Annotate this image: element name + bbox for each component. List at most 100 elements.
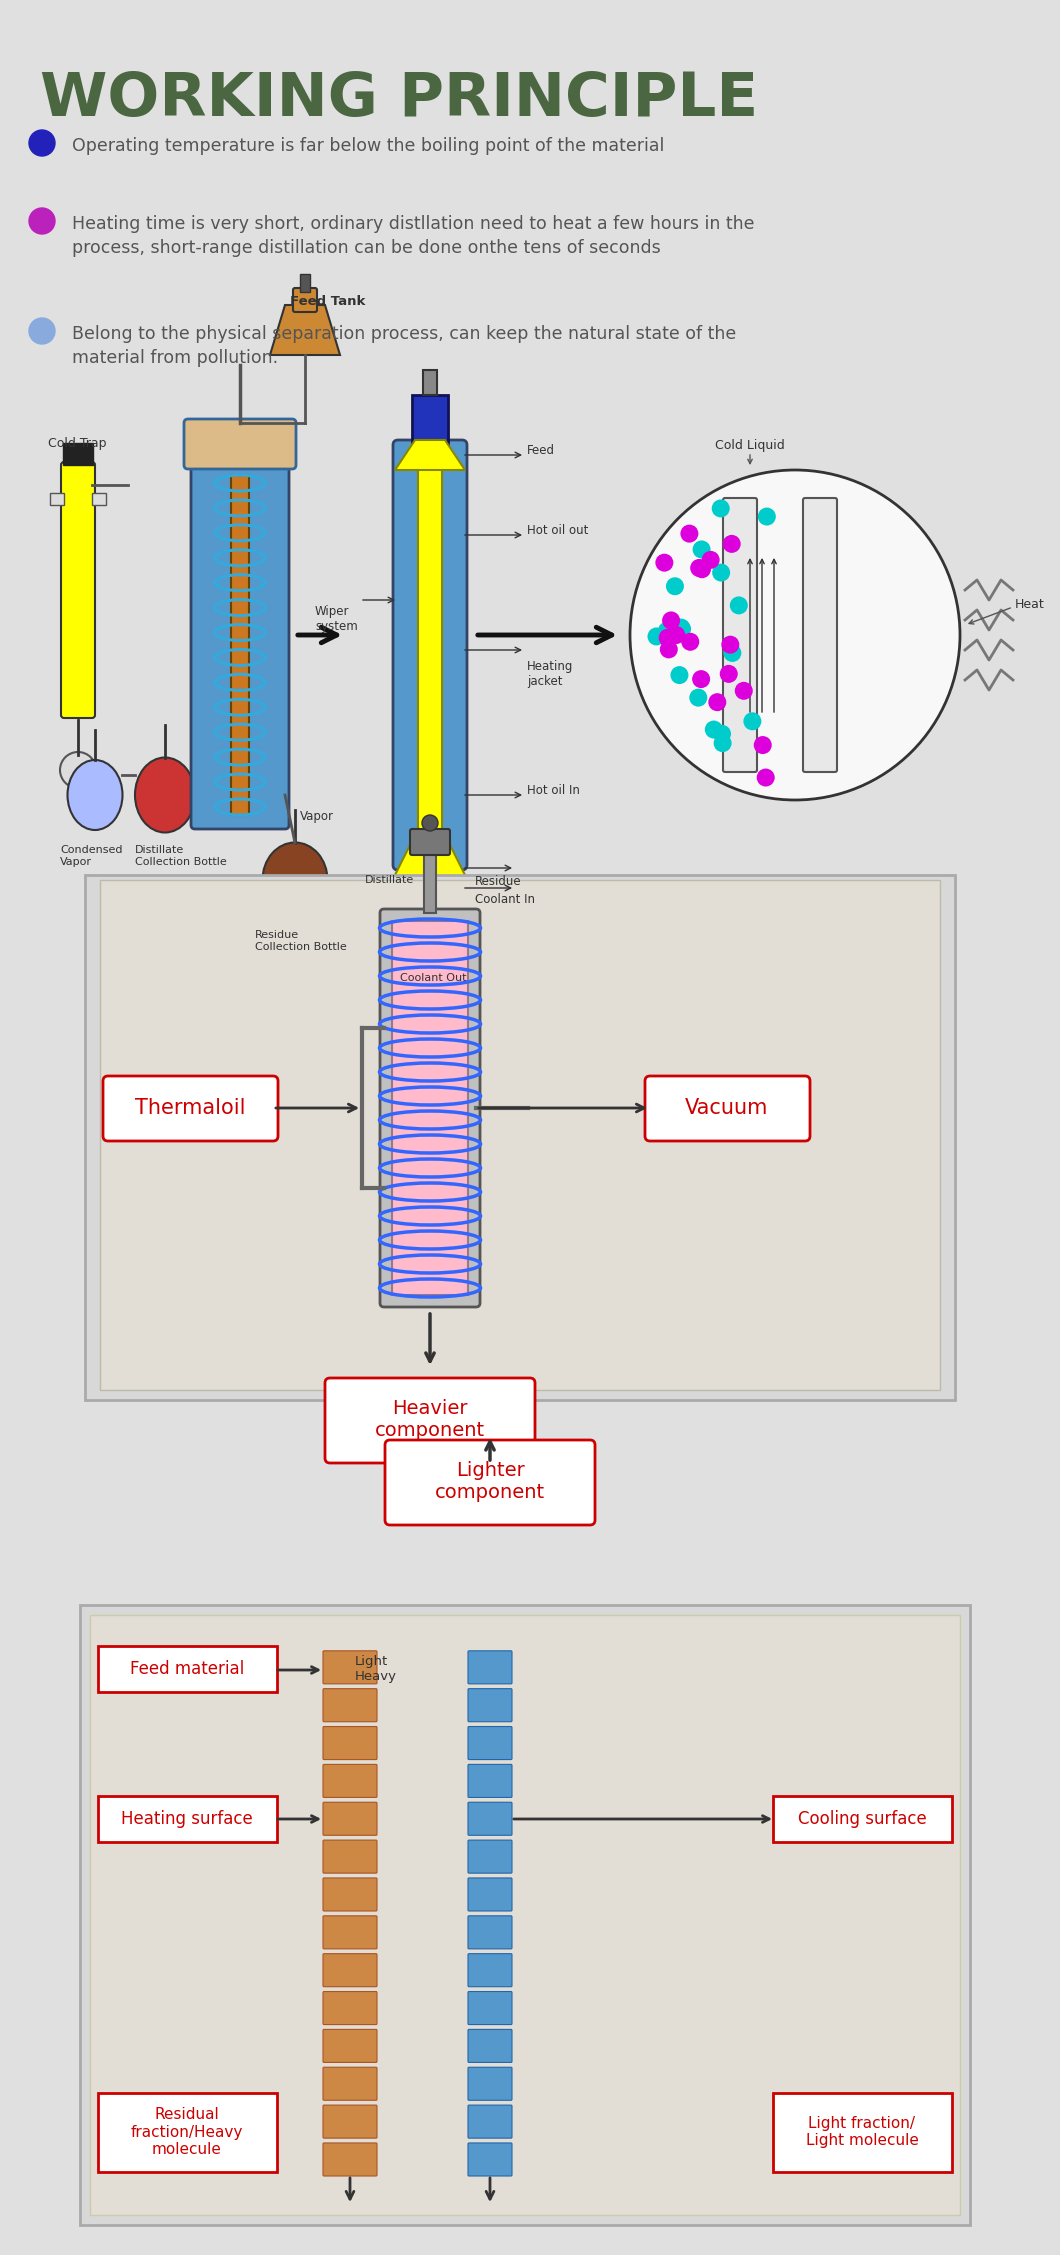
Text: Cooling surface: Cooling surface [797, 1811, 926, 1829]
Text: Cold Trap: Cold Trap [48, 437, 106, 451]
Polygon shape [270, 304, 340, 354]
Bar [418, 453, 442, 857]
Text: Light: Light [355, 1655, 388, 1669]
FancyBboxPatch shape [323, 1878, 377, 1910]
Circle shape [713, 735, 731, 753]
FancyBboxPatch shape [410, 830, 450, 855]
Circle shape [666, 577, 684, 595]
FancyBboxPatch shape [773, 2093, 952, 2172]
Bar [300, 275, 310, 291]
FancyBboxPatch shape [469, 1763, 512, 1797]
FancyBboxPatch shape [325, 1378, 535, 1463]
Bar [425, 943, 435, 961]
Text: Residue: Residue [475, 875, 522, 888]
Text: Coolant In: Coolant In [475, 893, 535, 907]
Circle shape [60, 751, 96, 787]
Circle shape [702, 550, 720, 568]
Circle shape [735, 681, 753, 699]
Circle shape [689, 688, 707, 706]
FancyBboxPatch shape [100, 879, 940, 1389]
FancyBboxPatch shape [323, 1727, 377, 1759]
Circle shape [723, 534, 741, 552]
Text: Residual
fraction/Heavy
molecule: Residual fraction/Heavy molecule [130, 2106, 243, 2156]
Ellipse shape [68, 760, 123, 830]
Text: Cold Liquid: Cold Liquid [716, 440, 784, 451]
Circle shape [681, 525, 699, 543]
Text: Distillate: Distillate [365, 875, 414, 884]
Circle shape [692, 670, 710, 688]
FancyBboxPatch shape [469, 2142, 512, 2176]
Text: Thermaloil: Thermaloil [135, 1098, 245, 1118]
FancyBboxPatch shape [293, 289, 317, 311]
FancyBboxPatch shape [469, 1651, 512, 1684]
Bar [416, 900, 444, 945]
FancyBboxPatch shape [469, 2030, 512, 2063]
FancyBboxPatch shape [323, 2068, 377, 2099]
FancyBboxPatch shape [323, 2106, 377, 2138]
Text: Condensed
Vapor: Condensed Vapor [60, 846, 123, 866]
FancyBboxPatch shape [469, 1802, 512, 1836]
FancyBboxPatch shape [191, 460, 289, 830]
FancyBboxPatch shape [323, 1802, 377, 1836]
Text: Feed material: Feed material [130, 1660, 244, 1678]
FancyBboxPatch shape [644, 1076, 810, 1141]
Bar [424, 848, 436, 913]
Ellipse shape [263, 843, 328, 918]
Circle shape [690, 559, 708, 577]
Text: WORKING PRINCIPLE: WORKING PRINCIPLE [40, 70, 758, 129]
Circle shape [730, 595, 747, 613]
Circle shape [658, 629, 676, 647]
Text: Lighter
component: Lighter component [435, 1461, 545, 1502]
FancyBboxPatch shape [323, 2142, 377, 2176]
FancyBboxPatch shape [103, 1076, 278, 1141]
Circle shape [705, 722, 723, 740]
FancyBboxPatch shape [323, 1651, 377, 1684]
Circle shape [758, 507, 776, 525]
FancyBboxPatch shape [323, 1917, 377, 1948]
Circle shape [693, 559, 711, 577]
FancyBboxPatch shape [323, 1763, 377, 1797]
Text: Vapor: Vapor [300, 810, 334, 823]
Circle shape [655, 555, 673, 573]
Bar [92, 494, 106, 505]
FancyBboxPatch shape [323, 1991, 377, 2025]
Circle shape [29, 207, 55, 235]
Text: Heavy: Heavy [355, 1671, 398, 1682]
Bar [231, 476, 249, 814]
Text: Heating time is very short, ordinary distllation need to heat a few hours in the: Heating time is very short, ordinary dis… [72, 214, 755, 257]
FancyBboxPatch shape [469, 1689, 512, 1723]
Circle shape [422, 814, 438, 832]
FancyBboxPatch shape [469, 1917, 512, 1948]
Circle shape [757, 769, 775, 787]
FancyBboxPatch shape [98, 1795, 277, 1842]
Circle shape [712, 564, 730, 582]
FancyBboxPatch shape [323, 2030, 377, 2063]
Text: Light fraction/
Light molecule: Light fraction/ Light molecule [806, 2115, 918, 2149]
FancyBboxPatch shape [469, 1840, 512, 1874]
Circle shape [682, 634, 700, 652]
FancyBboxPatch shape [469, 1953, 512, 1987]
Ellipse shape [135, 758, 195, 832]
FancyBboxPatch shape [773, 1795, 952, 1842]
FancyBboxPatch shape [85, 875, 955, 1400]
Circle shape [659, 640, 677, 658]
FancyBboxPatch shape [469, 1991, 512, 2025]
Circle shape [673, 620, 691, 638]
Text: Vacuum: Vacuum [686, 1098, 768, 1118]
Polygon shape [385, 834, 475, 895]
Text: Coolant Out: Coolant Out [400, 972, 466, 983]
Bar [392, 920, 469, 1294]
FancyBboxPatch shape [469, 1878, 512, 1910]
FancyBboxPatch shape [323, 1689, 377, 1723]
FancyBboxPatch shape [803, 498, 837, 771]
Text: Heating surface: Heating surface [121, 1811, 253, 1829]
Circle shape [754, 735, 772, 753]
FancyBboxPatch shape [723, 498, 757, 771]
Circle shape [29, 131, 55, 156]
Text: Distillate
Collection Bottle: Distillate Collection Bottle [135, 846, 227, 866]
Text: Hot oil In: Hot oil In [527, 785, 580, 798]
FancyBboxPatch shape [393, 440, 467, 870]
Circle shape [708, 692, 726, 710]
Circle shape [648, 627, 666, 645]
Bar [63, 442, 93, 465]
